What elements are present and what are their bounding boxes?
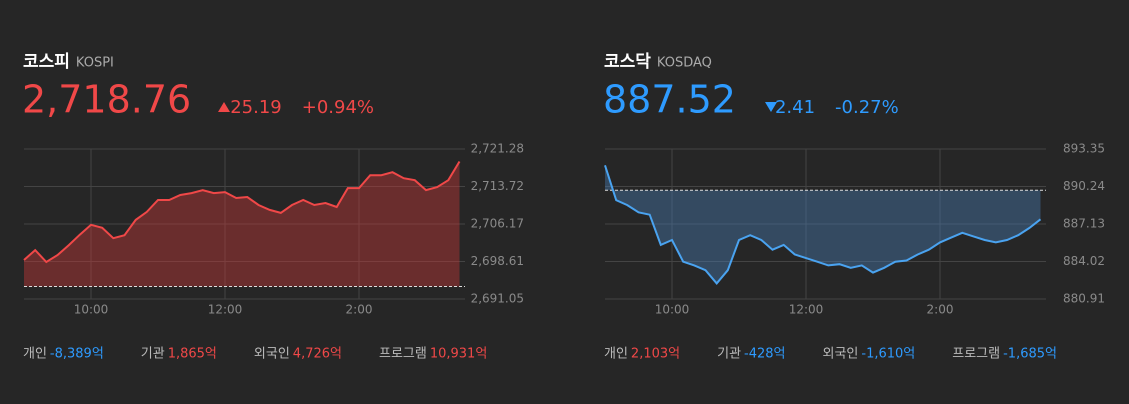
y-tick-label: 2,721.28 <box>471 142 524 156</box>
investor-label: 외국인 <box>254 347 290 362</box>
x-tick-label: 12:00 <box>208 303 243 317</box>
index-code: KOSPI <box>76 56 114 71</box>
index-name: 코스닥 <box>604 52 651 72</box>
index-change-pct: +0.94% <box>302 97 374 118</box>
y-tick-label: 893.35 <box>1063 142 1105 156</box>
x-tick-label: 2:00 <box>927 303 954 317</box>
index-change: 25.19 <box>230 97 282 118</box>
investor-value: -1,685억 <box>1003 347 1057 362</box>
investor-label: 외국인 <box>823 347 859 362</box>
index-change-pct: -0.27% <box>835 97 899 118</box>
index-change: 2.41 <box>775 97 815 118</box>
area <box>605 165 1041 284</box>
investor-value: 1,865억 <box>168 347 217 362</box>
up-arrow <box>218 102 230 112</box>
line <box>23 160 461 264</box>
y-tick-label: 2,713.72 <box>471 179 524 193</box>
investor-label: 기관 <box>717 347 741 362</box>
y-tick-label: 884.02 <box>1063 254 1105 268</box>
investor-value: -1,610억 <box>861 347 915 362</box>
investor-label: 기관 <box>141 347 165 362</box>
investor-label: 개인 <box>604 347 628 362</box>
x-tick-label: 10:00 <box>655 303 690 317</box>
investor-label: 프로그램 <box>379 347 427 362</box>
down-arrow <box>765 102 777 112</box>
investor-value: 4,726억 <box>293 347 342 362</box>
y-tick-label: 2,706.17 <box>471 216 524 230</box>
area <box>24 161 460 287</box>
line <box>604 164 1042 285</box>
index-name: 코스피 <box>23 52 70 72</box>
investor-label: 프로그램 <box>952 347 1000 362</box>
index-value: 2,718.76 <box>22 78 191 122</box>
y-tick-label: 880.91 <box>1063 292 1105 306</box>
y-tick-label: 2,691.05 <box>471 292 524 306</box>
index-value: 887.52 <box>603 78 736 122</box>
investor-value: -428억 <box>744 347 785 362</box>
investor-value: 2,103억 <box>631 347 680 362</box>
x-tick-label: 10:00 <box>74 303 109 317</box>
y-tick-label: 890.24 <box>1063 179 1105 193</box>
investor-value: 10,931억 <box>430 347 487 362</box>
x-tick-label: 2:00 <box>346 303 373 317</box>
investor-value: -8,389억 <box>50 347 104 362</box>
y-tick-label: 2,698.61 <box>471 254 524 268</box>
x-tick-label: 12:00 <box>789 303 824 317</box>
index-code: KOSDAQ <box>657 56 712 71</box>
y-tick-label: 887.13 <box>1063 217 1105 231</box>
investor-label: 개인 <box>23 347 47 362</box>
